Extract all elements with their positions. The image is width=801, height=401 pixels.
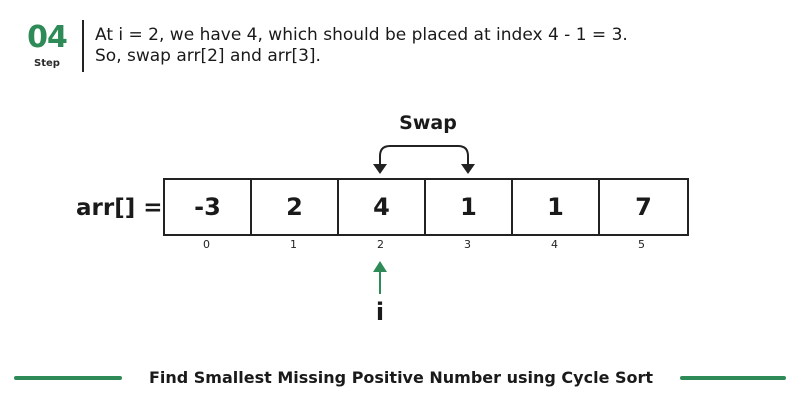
array-indices: 0 1 2 3 4 5 (163, 238, 685, 252)
array-cell: -3 (165, 180, 252, 234)
pointer-label: i (375, 298, 385, 326)
array-cell: 1 (426, 180, 513, 234)
array-index: 5 (638, 238, 645, 251)
array-cell: 1 (513, 180, 600, 234)
array-index: 2 (377, 238, 384, 251)
pointer-arrow-icon (373, 261, 387, 294)
array-index: 0 (203, 238, 210, 251)
footer-line-right (680, 376, 786, 380)
footer-line-left (14, 376, 122, 380)
step-divider (82, 20, 84, 72)
array-index: 3 (464, 238, 471, 251)
array-cell: 7 (635, 193, 652, 221)
array-cell: 4 (339, 180, 426, 234)
step-number: 04 (27, 20, 68, 55)
step-label: Step (34, 58, 60, 69)
array-cells: -3 2 4 1 1 7 (163, 178, 689, 236)
description-line-1: At i = 2, we have 4, which should be pla… (95, 25, 628, 45)
footer-title: Find Smallest Missing Positive Number us… (148, 368, 654, 387)
array-label: arr[] = (76, 195, 163, 221)
array-index: 4 (551, 238, 558, 251)
swap-arrow-icon (373, 145, 475, 174)
swap-label: Swap (399, 112, 457, 134)
array-cell: 2 (252, 180, 339, 234)
array-index: 1 (290, 238, 297, 251)
description-line-2: So, swap arr[2] and arr[3]. (95, 46, 321, 66)
